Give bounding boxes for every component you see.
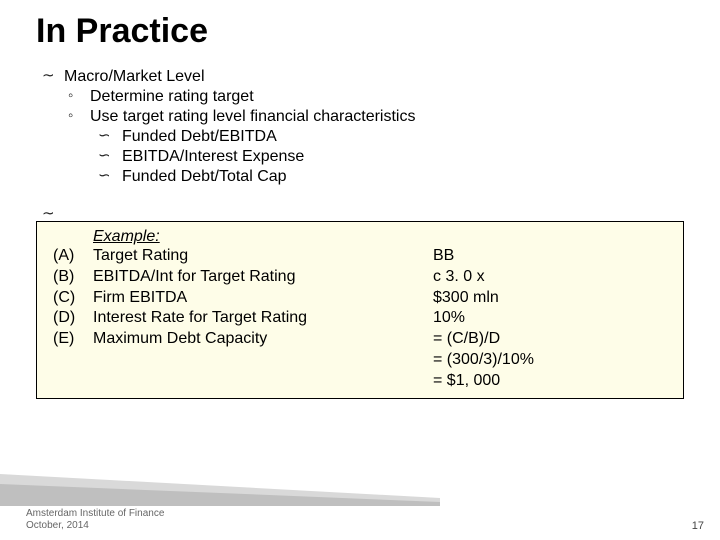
ex-val: BB (433, 246, 667, 267)
content-list: ∼ Macro/Market Level ◦ Determine rating … (42, 67, 684, 217)
ex-label: (E) (53, 329, 93, 350)
example-row: (E) Maximum Debt Capacity = (C/B)/D (53, 329, 667, 350)
bullet-circ: ◦ (68, 107, 90, 126)
empty-bullet: ∼ (42, 205, 684, 217)
ex-val: c 3. 0 x (433, 267, 667, 288)
ex-label: (D) (53, 308, 93, 329)
l1-text: Macro/Market Level (64, 67, 205, 87)
l3a-text: Funded Debt/EBITDA (122, 127, 277, 147)
example-extra2: = $1, 000 (433, 371, 667, 392)
bullet-wave: ∽ (98, 147, 122, 166)
bullet-tilde: ∼ (42, 67, 64, 86)
l3c-text: Funded Debt/Total Cap (122, 167, 287, 187)
ex-desc: Firm EBITDA (93, 288, 433, 309)
slide-number: 17 (692, 520, 704, 532)
l2b-text: Use target rating level financial charac… (90, 107, 415, 127)
footer-text: Amsterdam Institute of Finance October, … (26, 508, 164, 532)
decorative-swoosh (0, 470, 440, 506)
example-extra1: = (300/3)/10% (433, 350, 667, 371)
example-row: (C) Firm EBITDA $300 mln (53, 288, 667, 309)
list-item-l3b: ∽ EBITDA/Interest Expense (98, 147, 684, 167)
example-row: (D) Interest Rate for Target Rating 10% (53, 308, 667, 329)
ex-val: 10% (433, 308, 667, 329)
bullet-circ: ◦ (68, 87, 90, 106)
ex-desc: Target Rating (93, 246, 433, 267)
ex-val: $300 mln (433, 288, 667, 309)
example-heading: Example: (93, 228, 667, 246)
list-item-l2b: ◦ Use target rating level financial char… (68, 107, 684, 127)
bullet-wave: ∽ (98, 167, 122, 186)
ex-val: = (C/B)/D (433, 329, 667, 350)
slide-title: In Practice (36, 12, 684, 51)
ex-desc: Interest Rate for Target Rating (93, 308, 433, 329)
list-item-l3c: ∽ Funded Debt/Total Cap (98, 167, 684, 187)
bullet-wave: ∽ (98, 127, 122, 146)
ex-desc: Maximum Debt Capacity (93, 329, 433, 350)
example-row: (A) Target Rating BB (53, 246, 667, 267)
list-item-l1: ∼ Macro/Market Level (42, 67, 684, 87)
ex-label: (B) (53, 267, 93, 288)
l2a-text: Determine rating target (90, 87, 254, 107)
list-item-l3a: ∽ Funded Debt/EBITDA (98, 127, 684, 147)
l3b-text: EBITDA/Interest Expense (122, 147, 304, 167)
footer-line2: October, 2014 (26, 520, 164, 532)
example-row: (B) EBITDA/Int for Target Rating c 3. 0 … (53, 267, 667, 288)
ex-desc: EBITDA/Int for Target Rating (93, 267, 433, 288)
list-item-l2a: ◦ Determine rating target (68, 87, 684, 107)
ex-label: (C) (53, 288, 93, 309)
ex-label: (A) (53, 246, 93, 267)
example-box: Example: (A) Target Rating BB (B) EBITDA… (36, 221, 684, 399)
footer-line1: Amsterdam Institute of Finance (26, 508, 164, 520)
